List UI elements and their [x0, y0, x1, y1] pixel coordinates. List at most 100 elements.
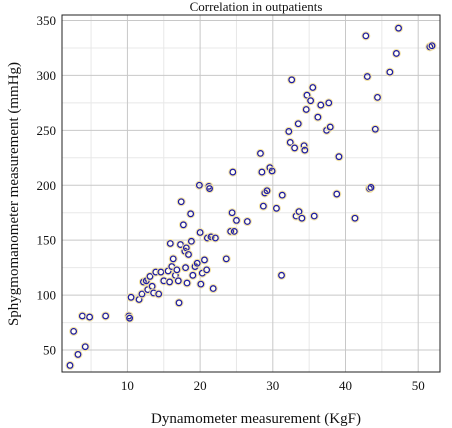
- data-point-marker: [395, 24, 402, 32]
- data-point-marker: [166, 240, 174, 247]
- data-point-marker: [386, 68, 394, 76]
- data-point-marker: [285, 128, 293, 135]
- data-point-marker: [303, 91, 311, 99]
- data-point-marker: [227, 227, 235, 235]
- data-point: [267, 166, 277, 176]
- data-point: [257, 167, 267, 177]
- data-point: [154, 289, 164, 299]
- data-point-marker: [185, 251, 192, 258]
- data-point: [301, 104, 311, 114]
- data-point-marker: [295, 208, 303, 216]
- data-point: [165, 238, 175, 248]
- data-point: [287, 75, 297, 85]
- data-point: [195, 227, 205, 237]
- data-point: [182, 278, 192, 288]
- data-point: [231, 215, 241, 225]
- data-point-marker: [127, 293, 135, 301]
- data-point: [285, 137, 295, 147]
- data-point-marker: [203, 266, 211, 274]
- data-point-marker: [333, 190, 341, 198]
- data-point-marker: [193, 259, 201, 267]
- data-point: [205, 184, 215, 194]
- data-point: [297, 213, 307, 223]
- data-point-marker: [278, 191, 286, 199]
- data-point: [176, 197, 186, 207]
- data-point: [199, 255, 209, 265]
- data-point: [370, 124, 380, 134]
- data-point: [101, 311, 111, 321]
- data-point: [206, 232, 216, 242]
- data-point: [306, 96, 316, 106]
- data-point-marker: [189, 271, 197, 279]
- data-point-marker: [196, 229, 204, 236]
- data-point: [277, 270, 287, 280]
- data-point-marker: [428, 42, 436, 50]
- data-point-marker: [201, 256, 208, 264]
- data-point-marker: [243, 218, 251, 225]
- data-point-marker: [374, 93, 381, 101]
- data-point: [186, 209, 196, 219]
- data-point: [126, 292, 136, 302]
- data-point-marker: [301, 146, 309, 154]
- data-point-marker: [102, 312, 110, 320]
- data-point-marker: [209, 285, 217, 292]
- y-tick-label: 250: [37, 123, 57, 138]
- data-point: [284, 126, 294, 136]
- grid: [62, 15, 440, 372]
- data-point-marker: [187, 237, 195, 245]
- plot-frame: [61, 14, 441, 373]
- data-point: [65, 360, 75, 370]
- data-point-marker: [155, 290, 163, 298]
- data-point-marker: [197, 280, 205, 288]
- data-point-marker: [392, 50, 400, 57]
- data-point-marker: [362, 32, 370, 40]
- data-point-marker: [70, 327, 78, 335]
- data-point: [194, 180, 204, 190]
- data-point: [308, 82, 318, 92]
- data-point-marker: [78, 312, 86, 320]
- data-point-marker: [259, 202, 267, 210]
- data-point-marker: [288, 76, 296, 84]
- data-point-marker: [263, 187, 271, 195]
- data-point: [80, 342, 90, 352]
- data-point: [125, 313, 135, 323]
- data-point-marker: [286, 139, 294, 146]
- data-point: [385, 67, 395, 77]
- data-points: [65, 23, 437, 370]
- data-point: [366, 182, 376, 192]
- data-point: [196, 279, 206, 289]
- y-tick-label: 200: [37, 178, 57, 193]
- x-tick-label: 30: [266, 378, 279, 393]
- y-tick-label: 350: [37, 13, 57, 28]
- data-point: [174, 298, 184, 308]
- data-point: [168, 254, 178, 264]
- x-tick-label: 50: [412, 378, 425, 393]
- data-point: [181, 263, 191, 273]
- data-point-marker: [74, 351, 82, 358]
- data-point-marker: [335, 153, 343, 161]
- x-axis-title: Dynamometer measurement (KgF): [151, 411, 361, 427]
- y-tick-label: 150: [37, 233, 57, 248]
- data-point: [262, 186, 272, 196]
- data-point: [350, 213, 360, 223]
- data-point: [293, 119, 303, 129]
- data-point: [361, 31, 371, 41]
- data-point-marker: [207, 233, 215, 241]
- data-point: [229, 226, 239, 236]
- data-point-marker: [195, 181, 203, 189]
- data-point-marker: [126, 314, 134, 322]
- data-point-marker: [86, 313, 94, 321]
- data-point-marker: [177, 198, 185, 206]
- data-point-marker: [138, 290, 146, 298]
- tick-labels: 10 20 30 40 50 50 100 150 200 250 300 350: [37, 13, 425, 393]
- data-point-marker: [314, 113, 322, 121]
- data-point: [210, 233, 220, 243]
- data-point: [221, 254, 231, 264]
- data-point-marker: [211, 234, 219, 242]
- data-point: [290, 143, 300, 153]
- data-point-marker: [300, 142, 308, 150]
- data-point: [334, 152, 344, 162]
- chart-title: Correlation in outpatients: [190, 0, 323, 14]
- data-point: [145, 271, 155, 281]
- data-point: [309, 211, 319, 221]
